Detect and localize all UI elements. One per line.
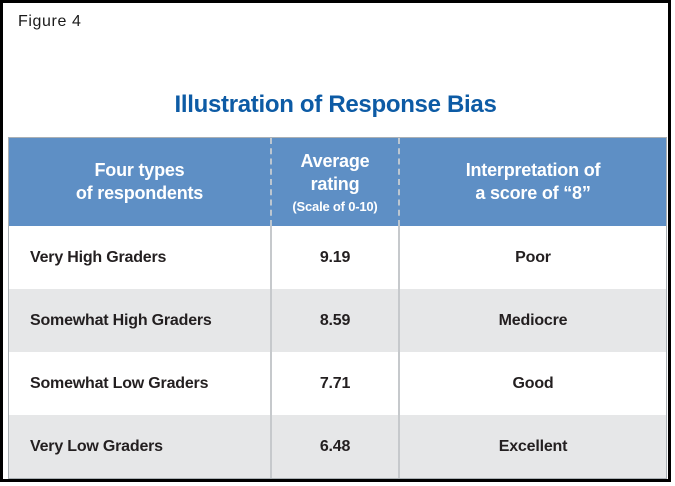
- table-row: Very High Graders 9.19 Poor: [9, 226, 666, 289]
- header-interpretation: Interpretation of a score of “8”: [398, 138, 666, 226]
- rating-cell: 8.59: [270, 289, 398, 352]
- header-interpretation-line1: Interpretation of: [465, 160, 601, 180]
- header-respondents-line2: of respondents: [75, 183, 204, 203]
- interpretation-cell: Good: [398, 352, 666, 415]
- header-rating-line1: Average: [300, 151, 370, 171]
- rating-cell: 7.71: [270, 352, 398, 415]
- interpretation-cell: Poor: [398, 226, 666, 289]
- header-rating-subnote: (Scale of 0-10): [292, 199, 378, 214]
- figure-label: Figure 4: [18, 13, 82, 30]
- rating-cell: 6.48: [270, 415, 398, 478]
- interpretation-cell: Mediocre: [398, 289, 666, 352]
- header-interpretation-line2: a score of “8”: [475, 183, 591, 203]
- respondent-cell: Somewhat Low Graders: [30, 374, 209, 392]
- respondent-cell: Very High Graders: [30, 248, 167, 266]
- header-respondents-line1: Four types: [94, 160, 185, 180]
- table-header-row: Four types of respondents Average rating…: [9, 138, 666, 226]
- table-row: Very Low Graders 6.48 Excellent: [9, 415, 666, 478]
- response-bias-table: Four types of respondents Average rating…: [8, 137, 667, 479]
- rating-cell: 9.19: [270, 226, 398, 289]
- header-respondents: Four types of respondents: [9, 138, 270, 226]
- chart-title: Illustration of Response Bias: [174, 91, 497, 118]
- respondent-cell: Somewhat High Graders: [30, 311, 212, 329]
- table-row: Somewhat Low Graders 7.71 Good: [9, 352, 666, 415]
- header-average-rating: Average rating (Scale of 0-10): [270, 138, 398, 226]
- interpretation-cell: Excellent: [398, 415, 666, 478]
- table-row: Somewhat High Graders 8.59 Mediocre: [9, 289, 666, 352]
- header-rating-line2: rating: [310, 174, 360, 194]
- respondent-cell: Very Low Graders: [30, 437, 163, 455]
